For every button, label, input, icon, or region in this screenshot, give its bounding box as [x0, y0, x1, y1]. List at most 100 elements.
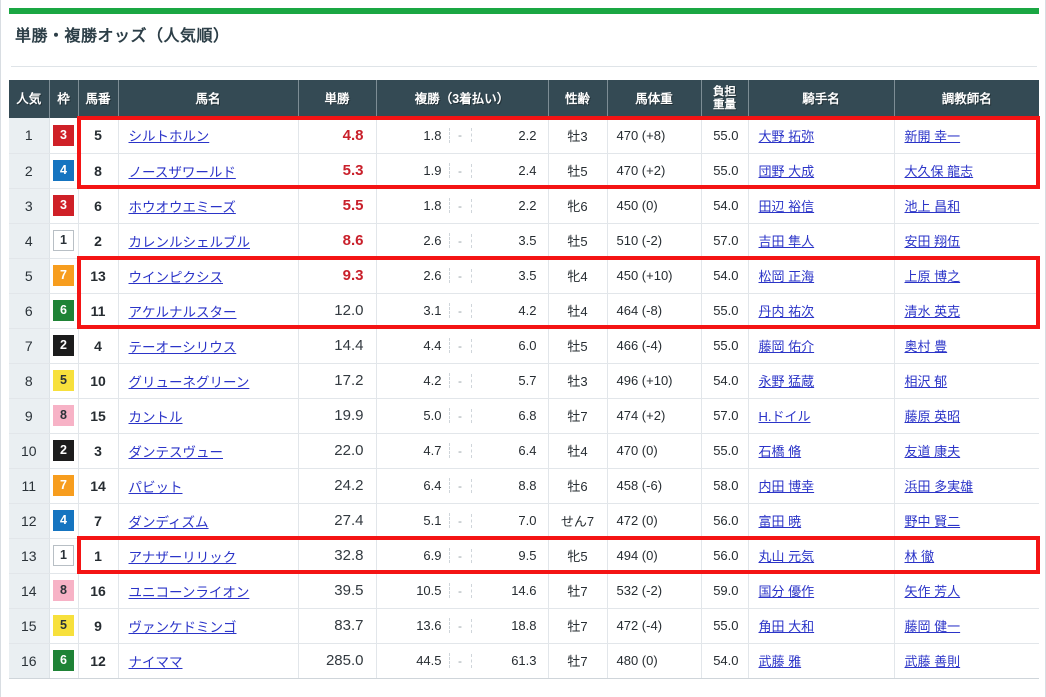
horse-name-link[interactable]: テーオーシリウス	[128, 339, 237, 355]
jockey-link[interactable]: 武藤 雅	[758, 654, 802, 669]
header-horseno[interactable]: 馬番	[78, 80, 119, 118]
jockey-link[interactable]: 富田 暁	[758, 514, 802, 529]
cell-jockey[interactable]: 大野 拓弥	[748, 118, 895, 154]
cell-trainer[interactable]: 浜田 多実雄	[894, 468, 1039, 504]
trainer-link[interactable]: 矢作 芳人	[904, 584, 961, 599]
table-row[interactable]: 5 7 13 ウインピクシス 9.3 2.6- 3.5 牝4 450 (+10) 54.0 松岡 正…	[9, 258, 1039, 294]
table-row[interactable]: 3 3 6 ホウオウエミーズ 5.5 1.8- 2.2 牝6 450 (0) 54.0 田辺 裕信 池…	[9, 188, 1039, 224]
cell-jockey[interactable]: 田辺 裕信	[748, 188, 895, 224]
cell-trainer[interactable]: 池上 昌和	[894, 188, 1039, 224]
cell-trainer[interactable]: 友道 康夫	[894, 433, 1039, 469]
table-row[interactable]: 15 5 9 ヴァンケドミンゴ 83.7 13.6- 18.8 牡7 472 (-4) 55.0 角…	[9, 608, 1039, 644]
table-row[interactable]: 6 6 11 アケルナルスター 12.0 3.1-4.2 牡4 464 (-8) 55.0 丹内 …	[9, 293, 1039, 329]
trainer-link[interactable]: 武藤 善則	[904, 654, 961, 669]
cell-jockey[interactable]: 永野 猛蔵	[748, 363, 895, 399]
horse-name-link[interactable]: アケルナルスター	[128, 304, 237, 320]
cell-horse-name[interactable]: ウインピクシス	[118, 258, 299, 294]
header-win[interactable]: 単勝	[298, 80, 377, 118]
cell-trainer[interactable]: 藤原 英昭	[894, 398, 1039, 434]
horse-name-link[interactable]: ダンテスヴュー	[128, 444, 224, 460]
cell-jockey[interactable]: 丸山 元気	[748, 538, 895, 574]
trainer-link[interactable]: 奥村 豊	[904, 339, 948, 354]
cell-jockey[interactable]: 国分 優作	[748, 573, 895, 609]
header-load[interactable]: 負担 重量	[701, 80, 749, 118]
table-row[interactable]: 16 6 12 ナイママ 285.0 44.5- 61.3 牡7 480 (0) 54.0 武藤 雅…	[9, 643, 1039, 679]
table-row[interactable]: 9 8 15 カントル 19.9 5.0- 6.8 牡7 474 (+2) 57.0 H.ドイル 藤原…	[9, 398, 1039, 434]
horse-name-link[interactable]: ダンディズム	[128, 514, 209, 530]
jockey-link[interactable]: 石橋 脩	[758, 444, 802, 459]
cell-jockey[interactable]: 藤岡 佑介	[748, 328, 895, 364]
table-row[interactable]: 1 3 5 シルトホルン 4.8 1.8- 2.2 牡3 470 (+8) 55.0 大野 拓弥 新開…	[9, 118, 1039, 154]
cell-horse-name[interactable]: ホウオウエミーズ	[118, 188, 299, 224]
table-row[interactable]: 14 8 16 ユニコーンライオン 39.5 10.5- 14.6 牡7 532 (-2) 59.…	[9, 573, 1039, 609]
jockey-link[interactable]: 吉田 隼人	[758, 234, 815, 249]
horse-name-link[interactable]: ナイママ	[128, 654, 183, 670]
trainer-link[interactable]: 池上 昌和	[904, 199, 961, 214]
jockey-link[interactable]: H.ドイル	[758, 409, 811, 424]
header-jockey[interactable]: 騎手名	[748, 80, 895, 118]
cell-jockey[interactable]: H.ドイル	[748, 398, 895, 434]
cell-jockey[interactable]: 内田 博幸	[748, 468, 895, 504]
table-row[interactable]: 7 2 4 テーオーシリウス 14.4 4.4- 6.0 牡5 466 (-4) 55.0 藤岡 佑…	[9, 328, 1039, 364]
cell-trainer[interactable]: 大久保 龍志	[894, 153, 1039, 189]
cell-horse-name[interactable]: パビット	[118, 468, 299, 504]
horse-name-link[interactable]: ヴァンケドミンゴ	[128, 619, 237, 635]
header-weight[interactable]: 馬体重	[607, 80, 702, 118]
table-row[interactable]: 11 7 14 パビット 24.2 6.4- 8.8 牡6 458 (-6) 58.0 内田 博幸 浜…	[9, 468, 1039, 504]
cell-horse-name[interactable]: カレンルシェルブル	[118, 223, 299, 259]
cell-horse-name[interactable]: テーオーシリウス	[118, 328, 299, 364]
jockey-link[interactable]: 藤岡 佑介	[758, 339, 815, 354]
trainer-link[interactable]: 安田 翔伍	[904, 234, 961, 249]
cell-jockey[interactable]: 吉田 隼人	[748, 223, 895, 259]
header-name[interactable]: 馬名	[118, 80, 299, 118]
trainer-link[interactable]: 藤原 英昭	[904, 409, 961, 424]
cell-trainer[interactable]: 清水 英克	[894, 293, 1039, 329]
table-row[interactable]: 4 1 2 カレンルシェルブル 8.6 2.6- 3.5 牡5 510 (-2) 57.0 吉田 隼…	[9, 223, 1039, 259]
trainer-link[interactable]: 浜田 多実雄	[904, 479, 974, 494]
horse-name-link[interactable]: ユニコーンライオン	[128, 584, 250, 600]
cell-jockey[interactable]: 武藤 雅	[748, 643, 895, 679]
horse-name-link[interactable]: パビット	[128, 479, 183, 495]
cell-horse-name[interactable]: アケルナルスター	[118, 293, 299, 329]
table-row[interactable]: 10 2 3 ダンテスヴュー 22.0 4.7- 6.4 牡4 470 (0) 55.0 石橋 脩 友…	[9, 433, 1039, 469]
cell-trainer[interactable]: 安田 翔伍	[894, 223, 1039, 259]
trainer-link[interactable]: 相沢 郁	[904, 374, 948, 389]
header-place[interactable]: 複勝（3着払い）	[376, 80, 549, 118]
cell-horse-name[interactable]: ダンディズム	[118, 503, 299, 539]
cell-horse-name[interactable]: ノースザワールド	[118, 153, 299, 189]
cell-jockey[interactable]: 石橋 脩	[748, 433, 895, 469]
jockey-link[interactable]: 団野 大成	[758, 164, 815, 179]
cell-trainer[interactable]: 新開 幸一	[894, 118, 1039, 154]
trainer-link[interactable]: 清水 英克	[904, 304, 961, 319]
cell-jockey[interactable]: 角田 大和	[748, 608, 895, 644]
cell-horse-name[interactable]: ユニコーンライオン	[118, 573, 299, 609]
cell-trainer[interactable]: 矢作 芳人	[894, 573, 1039, 609]
cell-horse-name[interactable]: アナザーリリック	[118, 538, 299, 574]
table-row[interactable]: 12 4 7 ダンディズム 27.4 5.1- 7.0 せん7 472 (0) 56.0 富田 暁 野…	[9, 503, 1039, 539]
header-frame[interactable]: 枠	[49, 80, 79, 118]
table-row[interactable]: 13 1 1 アナザーリリック 32.8 6.9-9.5 牝5 494 (0) 56.0 丸山 元…	[9, 538, 1039, 574]
jockey-link[interactable]: 丹内 祐次	[758, 304, 815, 319]
horse-name-link[interactable]: ノースザワールド	[128, 164, 236, 180]
trainer-link[interactable]: 新開 幸一	[904, 128, 961, 144]
horse-name-link[interactable]: ウインピクシス	[128, 269, 224, 285]
horse-name-link[interactable]: シルトホルン	[128, 129, 210, 145]
jockey-link[interactable]: 田辺 裕信	[758, 199, 815, 214]
cell-horse-name[interactable]: ナイママ	[118, 643, 299, 679]
jockey-link[interactable]: 内田 博幸	[758, 479, 815, 494]
trainer-link[interactable]: 上原 博之	[904, 269, 961, 284]
header-sexage[interactable]: 性齢	[548, 80, 608, 118]
cell-jockey[interactable]: 松岡 正海	[748, 258, 895, 294]
cell-jockey[interactable]: 丹内 祐次	[748, 293, 895, 329]
cell-jockey[interactable]: 団野 大成	[748, 153, 895, 189]
horse-name-link[interactable]: グリューネグリーン	[128, 374, 250, 390]
horse-name-link[interactable]: カントル	[128, 409, 183, 425]
cell-trainer[interactable]: 林 徹	[894, 538, 1039, 574]
cell-jockey[interactable]: 富田 暁	[748, 503, 895, 539]
cell-horse-name[interactable]: ダンテスヴュー	[118, 433, 299, 469]
horse-name-link[interactable]: ホウオウエミーズ	[128, 199, 236, 215]
table-row[interactable]: 8 5 10 グリューネグリーン 17.2 4.2- 5.7 牡3 496 (+10) 54.0 永…	[9, 363, 1039, 399]
jockey-link[interactable]: 大野 拓弥	[758, 128, 815, 144]
trainer-link[interactable]: 友道 康夫	[904, 444, 961, 459]
cell-horse-name[interactable]: カントル	[118, 398, 299, 434]
